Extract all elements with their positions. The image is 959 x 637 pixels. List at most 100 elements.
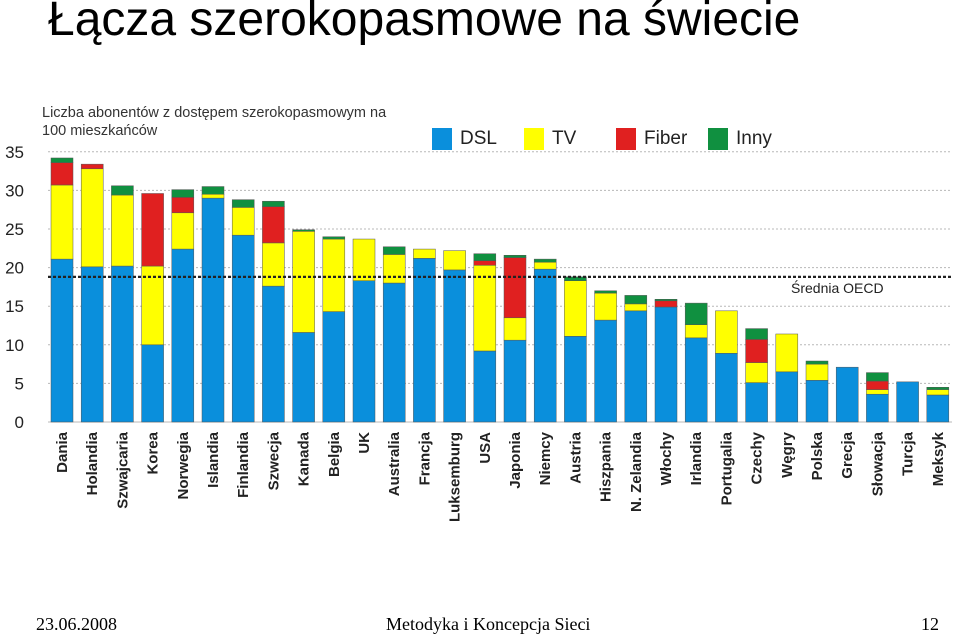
bar-segment-tv — [50, 184, 74, 260]
bar-segment-dsl — [745, 382, 768, 423]
bar-segment-dsl — [896, 381, 919, 423]
bar-segment-dsl — [533, 268, 557, 423]
bar-segment-dsl — [503, 339, 527, 423]
footer-date: 23.06.2008 — [36, 614, 117, 634]
x-tick-label: Islandia — [205, 431, 222, 488]
x-tick-label: Dania — [54, 431, 71, 473]
x-tick-label: Grecja — [839, 431, 856, 478]
bar-segment-inny — [231, 199, 255, 208]
bar-segment-dsl — [443, 269, 466, 423]
legend-label: TV — [552, 128, 577, 149]
bar-segment-tv — [413, 248, 436, 259]
bar-segment-tv — [80, 168, 104, 268]
bar-segment-tv — [473, 265, 497, 352]
bar-segment-fiber — [473, 260, 497, 266]
bar-segment-dsl — [866, 393, 889, 423]
bar-segment-inny — [745, 328, 768, 340]
bar-segment-tv — [443, 250, 466, 271]
y-tick-label: 25 — [5, 220, 24, 239]
bar-segment-dsl — [231, 234, 255, 423]
bar-segment-dsl — [835, 366, 859, 423]
broadband-chart: 0 5 10 15 20 25 30 35 Średnia OECD Dania Holandi… — [5, 143, 952, 522]
bar-segment-tv — [624, 303, 648, 312]
bar-segment-dsl — [171, 248, 195, 423]
bar-segment-inny — [292, 229, 315, 232]
bar-segment-inny — [50, 157, 74, 163]
bar-segment-inny — [473, 253, 497, 261]
bar-segment-dsl — [926, 394, 950, 423]
chart-note: Liczba abonentów z dostępem szerokopasmo… — [42, 105, 387, 139]
bar-segment-dsl — [50, 258, 74, 423]
x-tick-label: Hiszpania — [598, 431, 615, 502]
x-tick-label: Finlandia — [235, 431, 252, 497]
bar-segment-fiber — [141, 193, 164, 267]
bar-segment-inny — [171, 189, 195, 198]
x-tick-label: Turcja — [900, 431, 917, 476]
bar-segment-tv — [775, 333, 799, 373]
bar-segment-dsl — [201, 197, 225, 423]
bar-segment-tv — [926, 389, 950, 396]
legend-swatch — [708, 128, 728, 150]
bar-segment-inny — [624, 295, 648, 305]
bar-segment-tv — [866, 389, 889, 395]
x-tick-label: Korea — [145, 431, 162, 474]
y-tick-label: 30 — [5, 181, 24, 200]
bar-segment-inny — [866, 372, 889, 382]
bar-segment-inny — [111, 185, 134, 196]
page-number: 12 — [921, 614, 939, 634]
y-tick-label: 15 — [5, 297, 24, 316]
bar-segment-dsl — [624, 310, 648, 423]
y-tick-label: 5 — [15, 374, 24, 393]
bar-segment-dsl — [292, 332, 315, 423]
x-tick-label: Austria — [567, 431, 584, 483]
bar-segment-tv — [231, 207, 255, 236]
legend-item-tv: TV — [524, 126, 576, 152]
bar-segment-tv — [262, 242, 285, 287]
bar-segment-tv — [382, 254, 406, 284]
bar-segment-inny — [201, 186, 225, 195]
x-axis-labels: Dania Holandia Szwajcaria Korea Norwegia Isla… — [54, 431, 947, 522]
bar-segment-tv — [111, 194, 134, 267]
x-tick-label: Polska — [809, 431, 826, 480]
bar-segment-dsl — [594, 319, 617, 423]
bar-segment-dsl — [141, 344, 164, 423]
bar-segment-inny — [594, 290, 617, 294]
slide-title: Łącza szerokopasmowe na świecie — [48, 0, 801, 46]
x-tick-label: Kanada — [296, 431, 313, 486]
bar-segment-fiber — [745, 339, 768, 363]
bar-segment-inny — [533, 258, 557, 263]
bar-segment-tv — [594, 292, 617, 321]
x-tick-label: Holandia — [84, 431, 101, 495]
x-tick-label: Irlandia — [688, 431, 705, 485]
x-tick-label: Szwecja — [265, 431, 282, 490]
bar-segment-tv — [684, 324, 708, 339]
bar-segment-inny — [503, 254, 527, 258]
x-tick-label: USA — [477, 432, 494, 464]
bar-segment-inny — [805, 360, 829, 365]
bar-segment-inny — [262, 200, 285, 207]
bar-segment-dsl — [684, 337, 708, 423]
bar-segment-dsl — [322, 311, 346, 423]
legend-item-dsl: DSL — [432, 126, 497, 152]
bar-segment-dsl — [564, 336, 587, 423]
bar-segment-dsl — [111, 265, 134, 423]
y-tick-label: 35 — [5, 143, 24, 162]
bar-segment-tv — [533, 261, 557, 270]
x-tick-label: N. Zelandia — [628, 431, 645, 512]
bar-segment-dsl — [654, 306, 678, 423]
bar-segment-fiber — [80, 163, 104, 170]
bar-segment-dsl — [262, 285, 285, 423]
bar-segment-dsl — [352, 280, 376, 423]
bar-segment-inny — [322, 236, 346, 240]
x-tick-label: Niemcy — [537, 431, 554, 485]
bar-segment-tv — [715, 310, 738, 354]
bar-segment-tv — [352, 238, 376, 281]
bar-segment-fiber — [503, 257, 527, 319]
x-tick-label: Francja — [416, 431, 433, 485]
x-tick-label: Słowacja — [869, 431, 886, 496]
bar-segment-fiber — [50, 162, 74, 186]
bar-segment-tv — [322, 238, 346, 312]
bar-segment-fiber — [866, 380, 889, 390]
y-tick-label: 10 — [5, 336, 24, 355]
bar-segment-dsl — [80, 266, 104, 423]
